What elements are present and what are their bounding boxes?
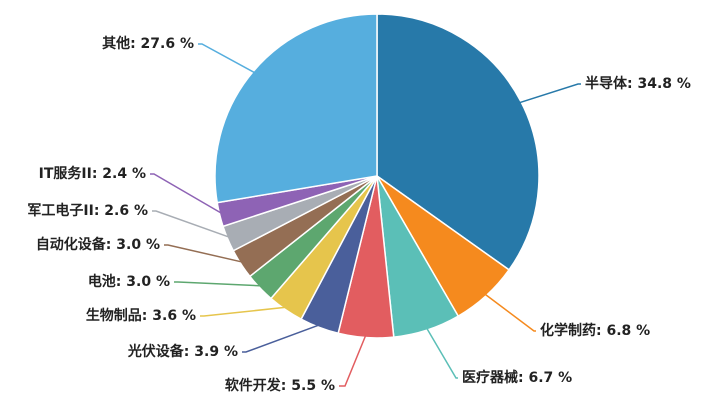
leader-line-6 xyxy=(200,306,288,317)
leader-line-4 xyxy=(339,334,367,387)
slice-label-7: 电池: 3.0 % xyxy=(88,273,170,290)
slice-label-9: 军工电子II: 2.6 % xyxy=(27,202,148,219)
leader-line-7 xyxy=(174,281,263,287)
leader-line-9 xyxy=(152,210,231,239)
slice-label-3: 医疗器械: 6.7 % xyxy=(462,369,572,386)
leader-line-10 xyxy=(150,173,223,215)
slice-label-11: 其他: 27.6 % xyxy=(102,35,194,52)
leader-line-8 xyxy=(164,244,244,264)
slice-labels: 半导体: 34.8 % 化学制药: 6.8 % 医疗器械: 6.7 % 软件开发: 5… xyxy=(27,35,691,394)
leader-line-3 xyxy=(425,326,458,379)
pie-slices xyxy=(214,13,540,339)
slice-label-8: 自动化设备: 3.0 % xyxy=(36,236,160,253)
slice-label-6: 生物制品: 3.6 % xyxy=(86,307,196,324)
slice-label-4: 软件开发: 5.5 % xyxy=(225,377,335,394)
slice-label-5: 光伏设备: 3.9 % xyxy=(127,343,238,360)
leader-lines xyxy=(150,43,581,387)
leader-line-5 xyxy=(242,323,321,353)
slice-label-2: 化学制药: 6.8 % xyxy=(540,322,650,339)
leader-line-1 xyxy=(518,83,581,104)
slice-label-10: IT服务II: 2.4 % xyxy=(39,165,146,182)
slice-label-1: 半导体: 34.8 % xyxy=(585,75,691,92)
leader-line-11 xyxy=(198,43,257,74)
pie-slice-11 xyxy=(214,13,378,204)
leader-line-2 xyxy=(483,292,536,332)
